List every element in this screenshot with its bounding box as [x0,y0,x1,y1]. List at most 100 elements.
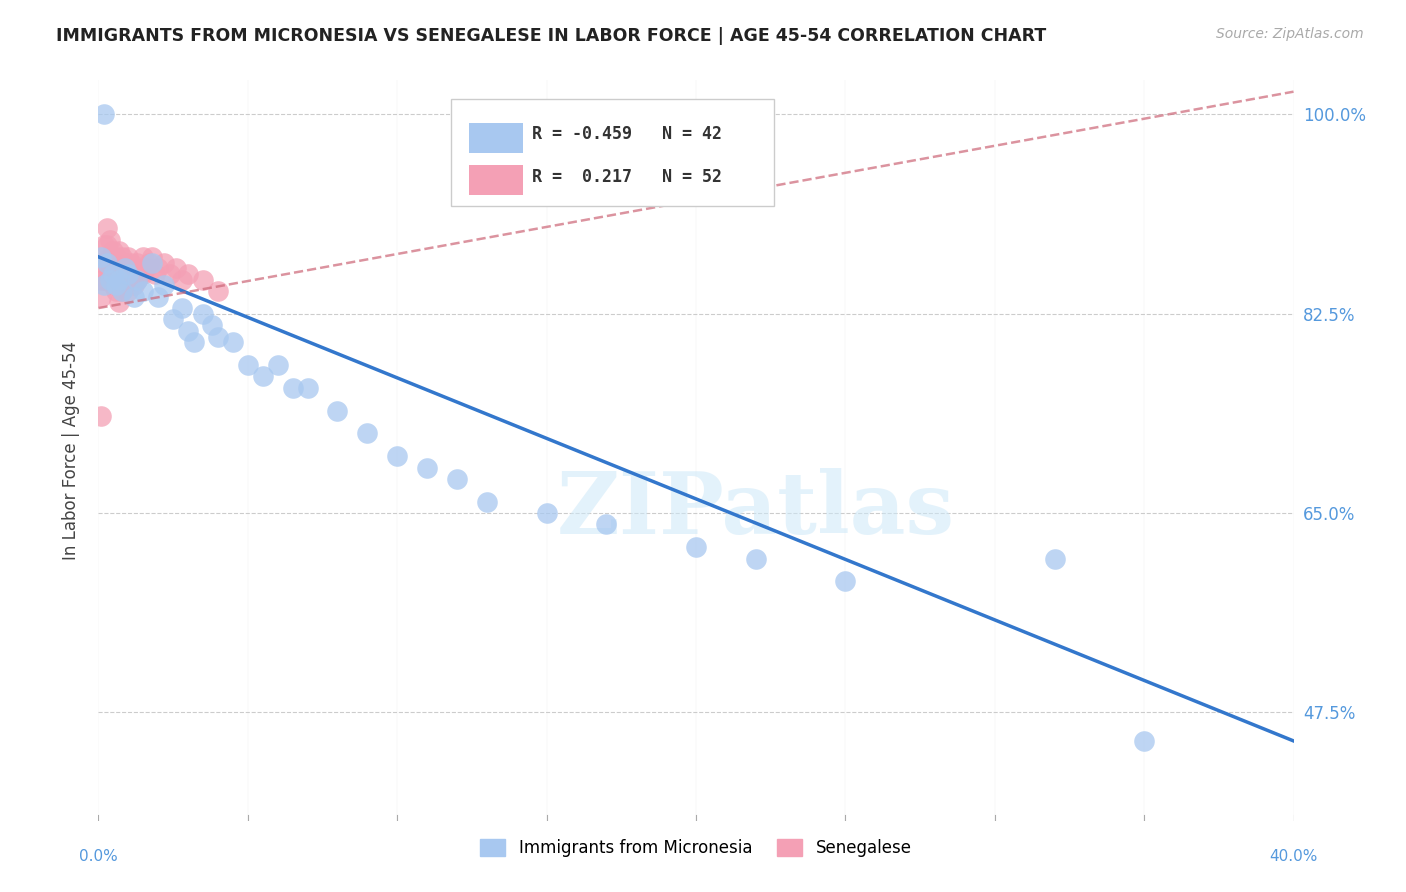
Point [129,267,152,281]
Text: ZIPatlas: ZIPatlas [557,467,955,551]
Point [148,290,170,304]
Point [153,255,176,269]
Point [105,278,128,293]
Point [183,335,205,350]
Point [90,255,112,269]
Point [105,284,128,298]
Point [90,250,112,264]
Text: R = -0.459   N = 42: R = -0.459 N = 42 [533,126,723,144]
Point [475,494,498,508]
Point [159,267,181,281]
Point [98,272,122,286]
Point [96,272,118,286]
Point [297,381,319,395]
Y-axis label: In Labor Force | Age 45-54: In Labor Force | Age 45-54 [62,341,80,560]
Point [108,295,131,310]
Point [148,261,170,276]
Point [207,284,229,298]
Point [93,278,115,293]
Point [90,272,112,286]
Point [172,272,194,286]
Point [120,272,142,286]
Point [385,449,409,463]
Point [191,272,214,286]
Point [114,261,136,276]
Point [111,267,134,281]
FancyBboxPatch shape [451,99,773,206]
Point [141,250,163,264]
Point [98,267,122,281]
Point [98,233,122,247]
Point [745,551,768,566]
Point [120,255,142,269]
Point [111,284,134,298]
Point [416,460,439,475]
Point [93,255,115,269]
Point [114,272,136,286]
Point [108,244,131,259]
Point [124,290,146,304]
Point [117,284,139,298]
Point [117,267,139,281]
Point [93,272,115,286]
Text: Source: ZipAtlas.com: Source: ZipAtlas.com [1216,27,1364,41]
Point [191,307,214,321]
Point [124,278,146,293]
Point [172,301,194,315]
Point [595,517,617,532]
Point [1043,551,1066,566]
Point [108,261,131,276]
Point [356,426,378,441]
Point [177,324,200,338]
Point [127,272,149,286]
Point [90,290,112,304]
Point [326,403,349,417]
Point [127,255,149,269]
Point [834,574,856,589]
Point [236,358,259,372]
Point [207,329,229,343]
Text: 0.0%: 0.0% [79,849,118,864]
Point [90,409,112,424]
Point [201,318,224,333]
Point [103,261,125,276]
Point [103,278,125,293]
Point [117,250,139,264]
Point [127,272,149,286]
Point [93,238,115,252]
Text: 40.0%: 40.0% [1270,849,1317,864]
Point [153,278,176,293]
Point [105,250,128,264]
Point [103,267,125,281]
Point [96,221,118,235]
Point [1133,734,1156,748]
Point [165,261,187,276]
Point [132,267,155,281]
Point [96,255,118,269]
Point [143,267,166,281]
Point [108,278,131,293]
Text: IMMIGRANTS FROM MICRONESIA VS SENEGALESE IN LABOR FORCE | AGE 45-54 CORRELATION : IMMIGRANTS FROM MICRONESIA VS SENEGALESE… [56,27,1046,45]
Point [117,267,139,281]
Point [96,238,118,252]
Point [685,541,707,555]
Point [267,358,290,372]
FancyBboxPatch shape [470,123,523,153]
Legend: Immigrants from Micronesia, Senegalese: Immigrants from Micronesia, Senegalese [474,832,918,864]
Point [108,272,131,286]
Point [98,250,122,264]
Point [103,244,125,259]
Point [162,312,184,326]
Point [135,261,157,276]
Point [111,284,134,298]
Point [124,261,146,276]
Point [252,369,274,384]
Point [114,255,136,269]
Text: R =  0.217   N = 52: R = 0.217 N = 52 [533,168,723,186]
Point [111,250,134,264]
Point [105,267,128,281]
Point [93,107,115,121]
Point [446,472,468,486]
Point [96,255,118,269]
Point [141,255,163,269]
